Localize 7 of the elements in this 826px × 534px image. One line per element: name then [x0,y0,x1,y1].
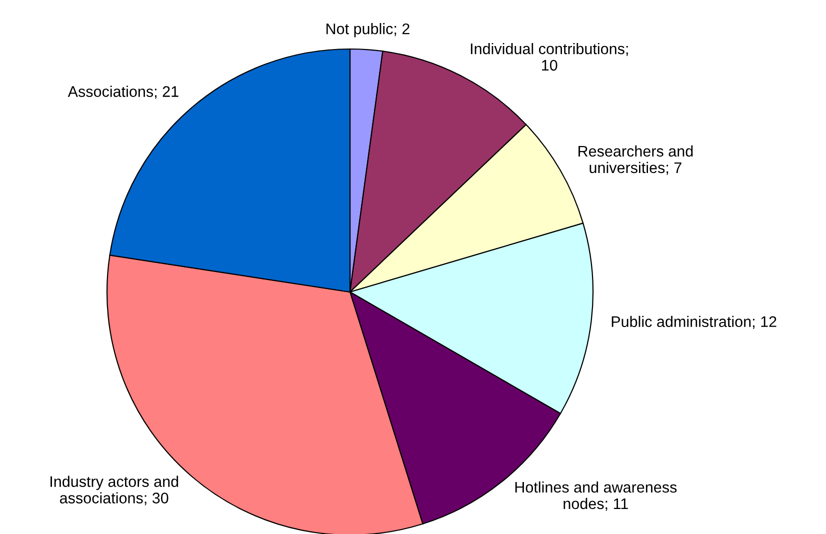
slice-label: Not public; 2 [326,23,410,38]
slice-label: Hotlines and awareness nodes; 11 [515,481,677,511]
slice-label: Researchers and universities; 7 [578,145,693,175]
slice-label: Individual contributions; 10 [470,43,628,71]
slice-label: Associations; 21 [68,86,178,99]
slice-label: Industry actors and associations; 30 [50,476,178,506]
slice-label: Public administration; 12 [612,316,776,329]
